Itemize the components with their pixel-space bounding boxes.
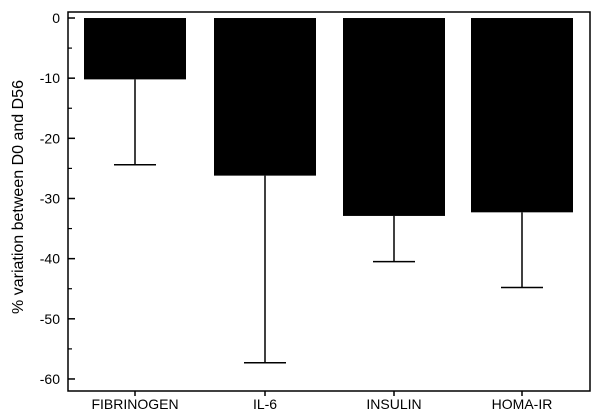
x-tick-label: FIBRINOGEN [91,396,178,412]
y-tick-label: -40 [40,251,60,267]
error-bars [114,79,543,364]
y-tick-label: 0 [52,10,60,26]
y-axis-label: % variation between D0 and D56 [10,80,27,314]
y-tick-label: -50 [40,311,60,327]
x-tick-label: HOMA-IR [492,396,553,412]
x-tick-label: IL-6 [253,396,277,412]
bar-il-6 [214,18,316,176]
y-tick-label: -60 [40,371,60,387]
x-tick-label: INSULIN [366,396,421,412]
axes [67,11,591,392]
x-axis-ticks: FIBRINOGEN IL-6 INSULIN HOMA-IR [91,391,552,412]
y-tick-label: -10 [40,70,60,86]
bars [84,18,573,216]
bar-insulin [343,18,445,216]
bar-homa-ir [471,18,573,213]
y-tick-label: -30 [40,190,60,206]
plot-frame [67,11,591,392]
y-axis-ticks: 0 -10 -20 -30 -40 -50 -60 [40,10,75,387]
y-tick-label: -20 [40,130,60,146]
bar-fibrinogen [84,18,186,80]
